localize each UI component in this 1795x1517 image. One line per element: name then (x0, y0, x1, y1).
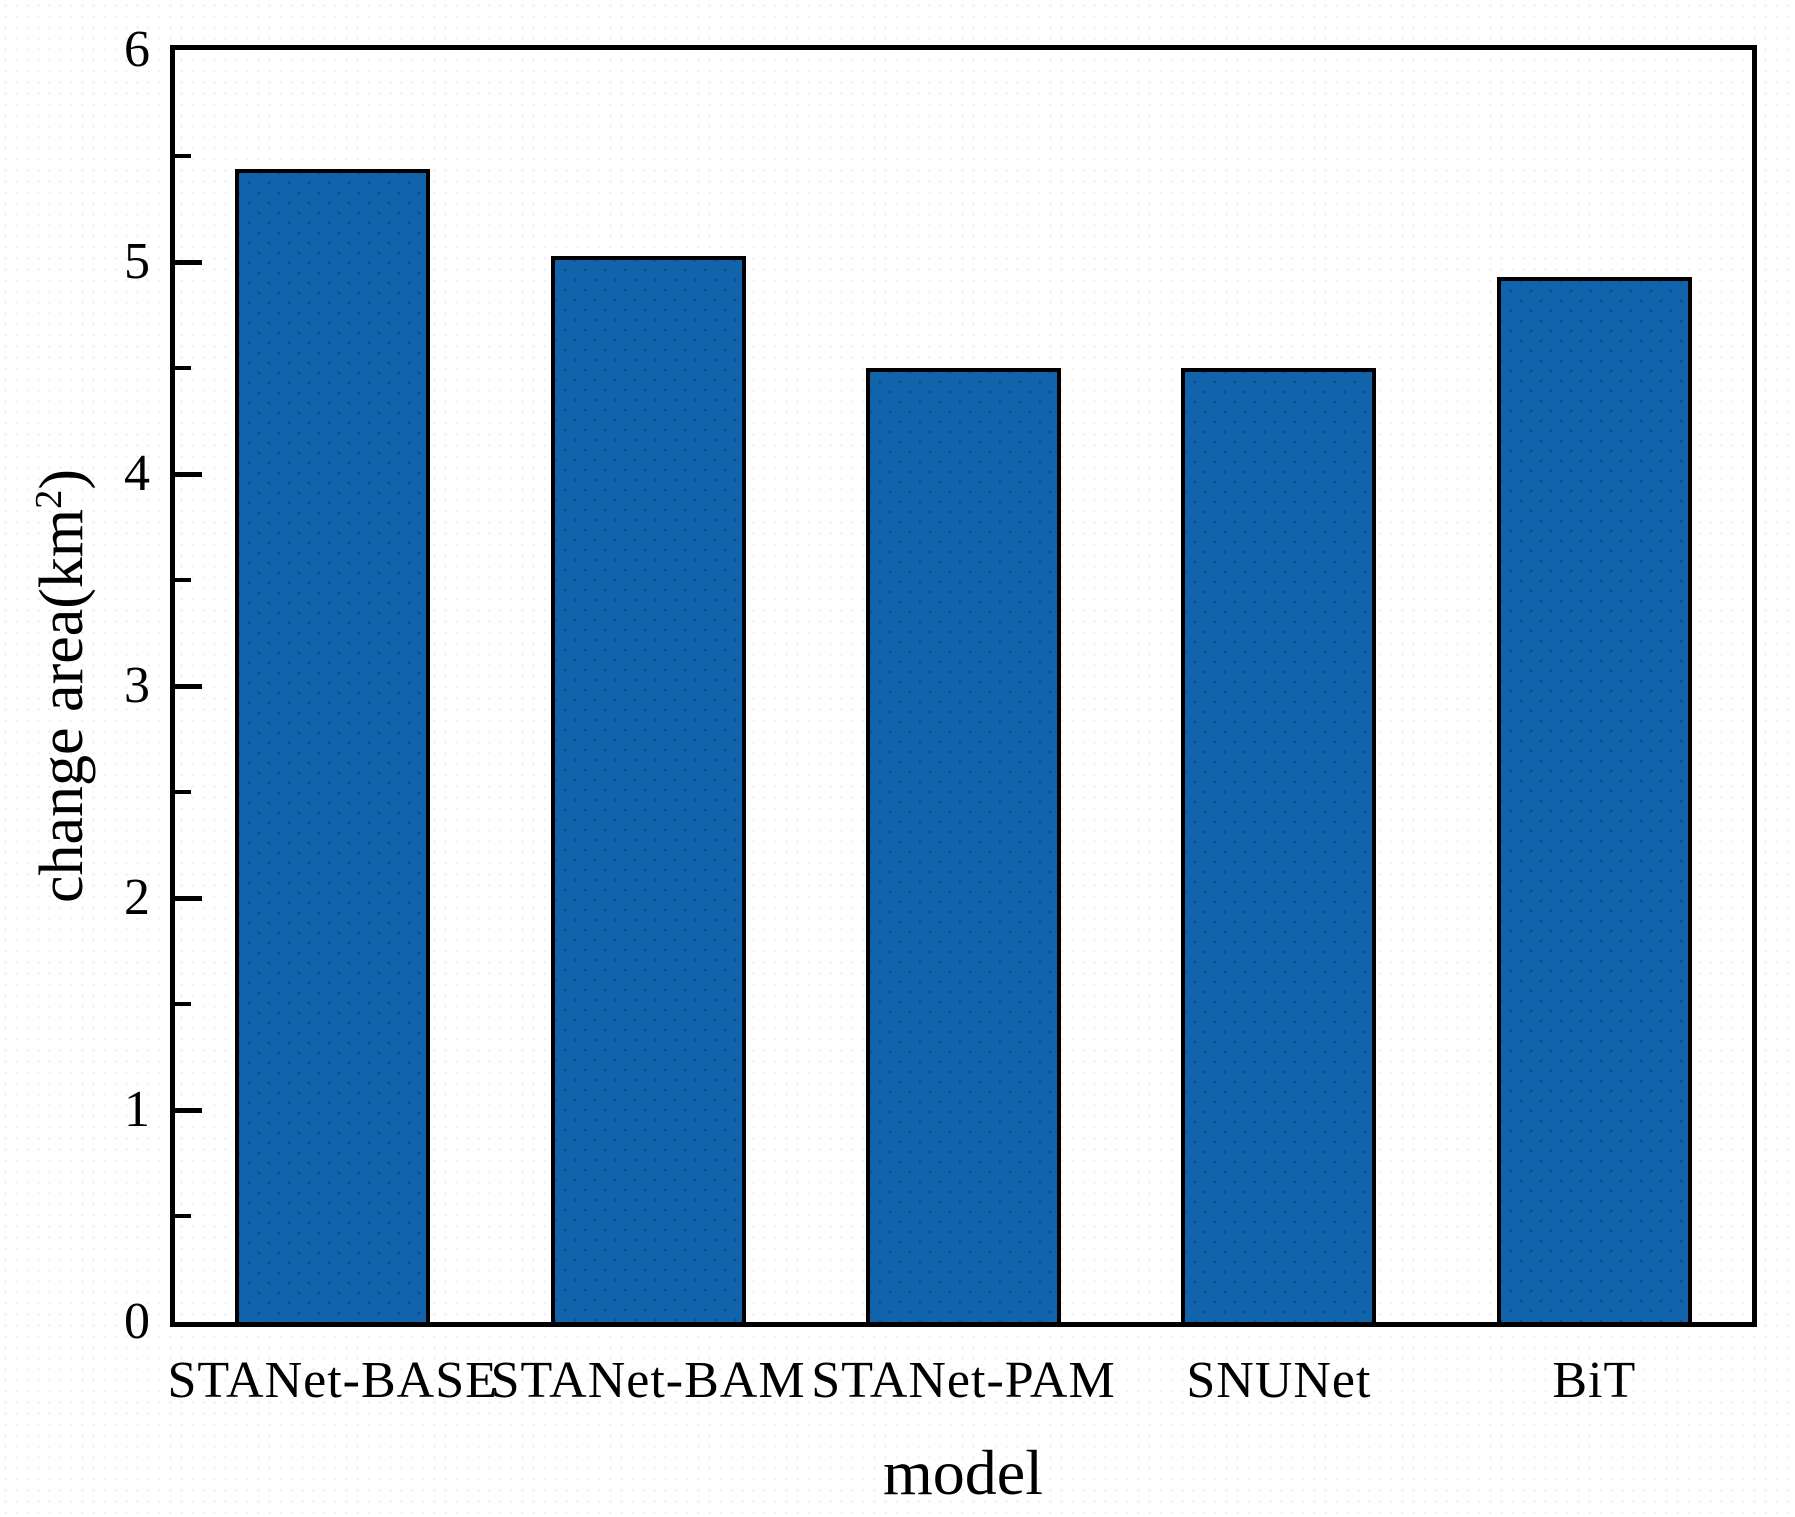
y-minor-tick (175, 790, 191, 794)
bar-snunet (1181, 368, 1377, 1322)
x-category-label: SNUNet (1186, 1352, 1372, 1409)
y-minor-tick (175, 1214, 191, 1218)
y-major-tick (175, 895, 202, 901)
x-category-label: STANet-PAM (811, 1352, 1116, 1409)
x-category-label: STANet-BASE (167, 1352, 498, 1409)
y-major-tick (175, 471, 202, 477)
y-major-tick (175, 259, 202, 265)
y-major-tick (175, 1107, 202, 1113)
y-tick-label: 4 (124, 445, 150, 502)
y-minor-tick (175, 366, 191, 370)
x-axis-title: model (883, 1437, 1043, 1508)
y-minor-tick (175, 154, 191, 158)
bar-stanet-base (235, 168, 431, 1322)
y-tick-label: 1 (124, 1081, 150, 1138)
x-category-label: BiT (1552, 1352, 1637, 1409)
y-tick-label: 3 (124, 657, 150, 714)
y-minor-tick (175, 1002, 191, 1006)
x-category-label: STANet-BAM (490, 1352, 806, 1409)
y-minor-tick (175, 578, 191, 582)
y-tick-label: 6 (124, 21, 150, 78)
y-tick-label: 0 (124, 1293, 150, 1350)
y-tick-label: 5 (124, 233, 150, 290)
bar-stanet-bam (550, 255, 746, 1322)
plot-area (170, 45, 1757, 1327)
y-tick-label: 2 (124, 869, 150, 926)
bar-stanet-pam (866, 368, 1061, 1322)
y-major-tick (175, 683, 202, 689)
bar-bit (1496, 276, 1692, 1322)
